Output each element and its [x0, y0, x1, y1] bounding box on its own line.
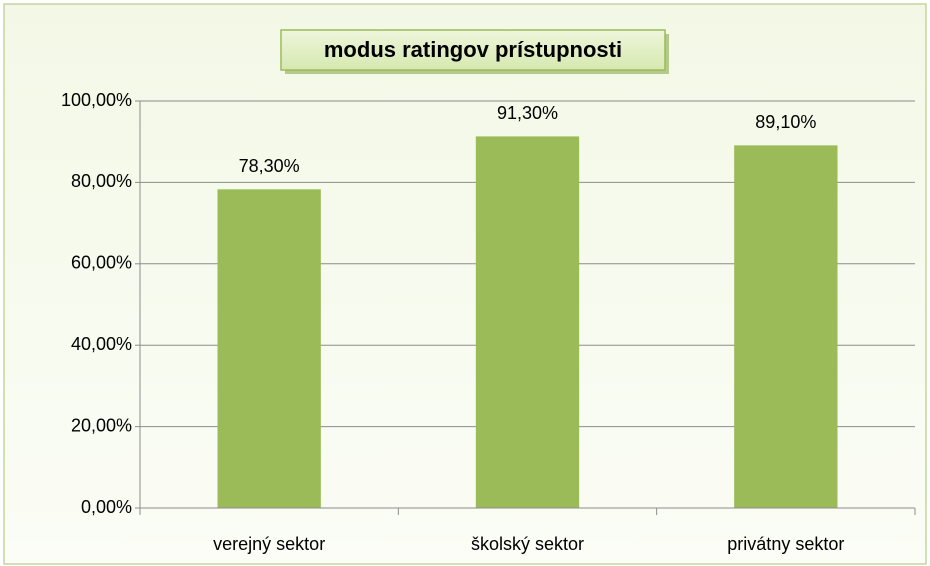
y-tick-label: 0,00% — [81, 497, 132, 517]
chart-title: modus ratingov prístupnosti — [324, 37, 622, 62]
bar — [734, 145, 838, 508]
title-box — [280, 29, 666, 71]
x-tick-label: školský sektor — [471, 534, 584, 554]
bar — [475, 136, 580, 508]
x-tick-label: privátny sektor — [727, 534, 844, 554]
y-tick-label: 20,00% — [71, 415, 132, 435]
bar — [217, 189, 321, 508]
y-tick-label: 60,00% — [71, 253, 132, 273]
y-tick-label: 100,00% — [61, 90, 132, 110]
data-label: 89,10% — [755, 112, 816, 132]
x-tick-label: verejný sektor — [213, 534, 325, 554]
y-tick-label: 40,00% — [71, 334, 132, 354]
data-label: 78,30% — [239, 156, 300, 176]
data-label: 91,30% — [497, 103, 558, 123]
y-tick-label: 80,00% — [71, 171, 132, 191]
